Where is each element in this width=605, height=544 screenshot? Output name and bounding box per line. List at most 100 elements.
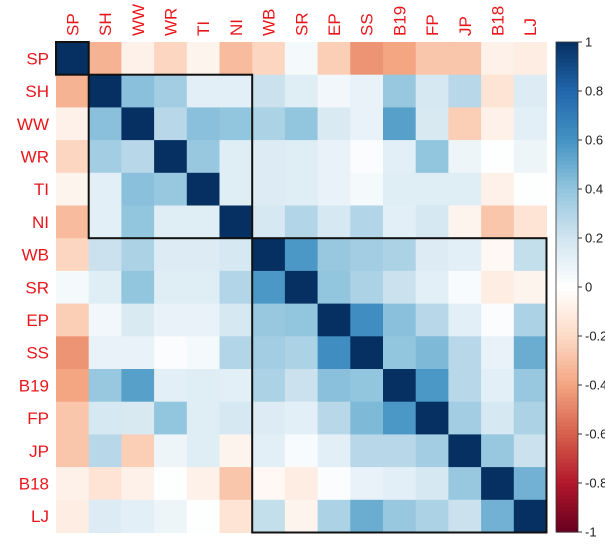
colorbar-segment xyxy=(556,515,578,521)
cluster-box-3 xyxy=(251,237,548,534)
colorbar-segment xyxy=(556,148,578,153)
column-label-SS: SS xyxy=(358,13,377,36)
heatmap-cell-SS-SP xyxy=(56,336,90,370)
heatmap-cell-B18-EP xyxy=(317,467,351,501)
heatmap-cell-FP-LJ xyxy=(513,401,547,435)
heatmap-cell-NI-SH xyxy=(88,205,122,239)
heatmap-cell-EP-B18 xyxy=(481,303,515,337)
heatmap-cell-EP-SP xyxy=(56,303,90,337)
heatmap-cell-TI-WB xyxy=(252,172,286,206)
heatmap-cell-B18-B19 xyxy=(383,467,417,501)
colorbar-segment xyxy=(556,258,578,264)
heatmap-cell-NI-SS xyxy=(350,205,384,239)
heatmap-cell-SH-TI xyxy=(186,74,220,108)
heatmap-cell-B18-WW xyxy=(121,467,155,501)
heatmap-cell-FP-TI xyxy=(186,401,220,435)
heatmap-cell-B18-SS xyxy=(350,467,384,501)
heatmap-cell-SR-WR xyxy=(154,270,188,305)
heatmap-cell-SS-TI xyxy=(186,336,220,370)
heatmap-cell-TI-FP xyxy=(415,172,449,206)
colorbar-segment xyxy=(556,205,578,211)
colorbar-segment xyxy=(556,385,578,390)
colorbar-tick-label: -0.2 xyxy=(585,329,605,344)
colorbar-segment xyxy=(556,368,578,374)
heatmap-cell-NI-SR xyxy=(284,205,319,239)
heatmap-cell-SR-NI xyxy=(219,270,253,305)
colorbar-segment xyxy=(556,380,578,386)
heatmap-cell-WB-SH xyxy=(88,238,122,272)
colorbar-segment xyxy=(556,229,578,235)
heatmap-cell-B19-B19 xyxy=(383,369,417,403)
heatmap-cell-WR-B18 xyxy=(481,140,515,174)
colorbar-tick-label: 0.8 xyxy=(585,84,603,99)
colorbar-tick-label: -1 xyxy=(585,525,597,540)
heatmap-cell-TI-SH xyxy=(88,172,122,206)
colorbar-segment xyxy=(556,262,578,268)
heatmap-cell-SH-FP xyxy=(415,74,449,108)
heatmap-cell-WR-NI xyxy=(219,140,253,174)
colorbar-segment xyxy=(556,91,578,96)
heatmap-cell-SP-EP xyxy=(317,42,351,76)
heatmap-cell-WW-LJ xyxy=(513,107,547,141)
heatmap-cell-EP-JP xyxy=(448,303,482,337)
colorbar-segment xyxy=(556,221,578,227)
heatmap-cell-B19-B18 xyxy=(481,369,515,403)
colorbar-segment xyxy=(556,446,578,451)
heatmap-cell-WR-SP xyxy=(56,140,90,174)
cluster-box-2 xyxy=(87,73,254,240)
colorbar-segment xyxy=(556,491,578,496)
heatmap-cell-LJ-B18 xyxy=(481,499,515,533)
heatmap-cell-NI-JP xyxy=(448,205,482,239)
heatmap-cell-NI-NI xyxy=(219,205,253,239)
heatmap-cell-LJ-SR xyxy=(284,499,319,533)
heatmap-cell-LJ-WW xyxy=(121,499,155,533)
heatmap-cell-WB-B18 xyxy=(481,238,515,272)
heatmap-cell-EP-WW xyxy=(121,303,155,337)
colorbar-segment xyxy=(556,54,578,59)
heatmap-cell-EP-WR xyxy=(154,303,188,337)
row-label-WB: WB xyxy=(22,246,49,265)
heatmap-cell-B18-SR xyxy=(284,467,319,501)
heatmap-cell-SH-SH xyxy=(88,74,122,108)
colorbar-segment xyxy=(556,152,578,157)
column-label-WW: WW xyxy=(129,4,148,36)
heatmap-cell-B18-NI xyxy=(219,467,253,501)
heatmap-cell-WW-B19 xyxy=(383,107,417,141)
colorbar-segment xyxy=(556,184,578,190)
row-label-WW: WW xyxy=(17,115,49,134)
heatmap-cell-SS-WB xyxy=(252,336,286,370)
colorbar-segment xyxy=(556,405,578,411)
colorbar-segment xyxy=(556,246,578,251)
heatmap-cell-B18-WR xyxy=(154,467,188,501)
colorbar-segment xyxy=(556,42,578,47)
colorbar-segment xyxy=(556,527,578,533)
colorbar-segment xyxy=(556,425,578,431)
heatmap-cell-B18-TI xyxy=(186,467,220,501)
heatmap-cell-JP-JP xyxy=(448,434,482,468)
heatmap-cell-TI-NI xyxy=(219,172,253,206)
heatmap-cell-FP-B18 xyxy=(481,401,515,435)
colorbar-segment xyxy=(556,111,578,117)
heatmap-cell-WB-B19 xyxy=(383,238,417,272)
heatmap-cell-SH-SP xyxy=(56,74,90,108)
heatmap-cell-WW-SH xyxy=(88,107,122,141)
colorbar-segment xyxy=(556,483,578,488)
heatmap-cell-JP-SR xyxy=(284,434,319,468)
row-label-SH: SH xyxy=(25,82,49,101)
colorbar-segment xyxy=(556,115,578,121)
colorbar-segment xyxy=(556,303,578,309)
heatmap-cell-B19-SR xyxy=(284,369,319,403)
heatmap-cell-TI-WR xyxy=(154,172,188,206)
colorbar-segment xyxy=(556,172,578,178)
colorbar-segment xyxy=(556,213,578,219)
colorbar-segment xyxy=(556,291,578,296)
colorbar-segment xyxy=(556,66,578,72)
colorbar-segment xyxy=(556,176,578,182)
heatmap-cell-SR-WB xyxy=(252,270,286,305)
cluster-box-1 xyxy=(55,41,90,76)
heatmap-cell-LJ-JP xyxy=(448,499,482,533)
heatmap-cell-WB-SS xyxy=(350,238,384,272)
heatmap-cell-JP-B18 xyxy=(481,434,515,468)
heatmap-cell-FP-SS xyxy=(350,401,384,435)
column-label-WB: WB xyxy=(260,9,279,36)
